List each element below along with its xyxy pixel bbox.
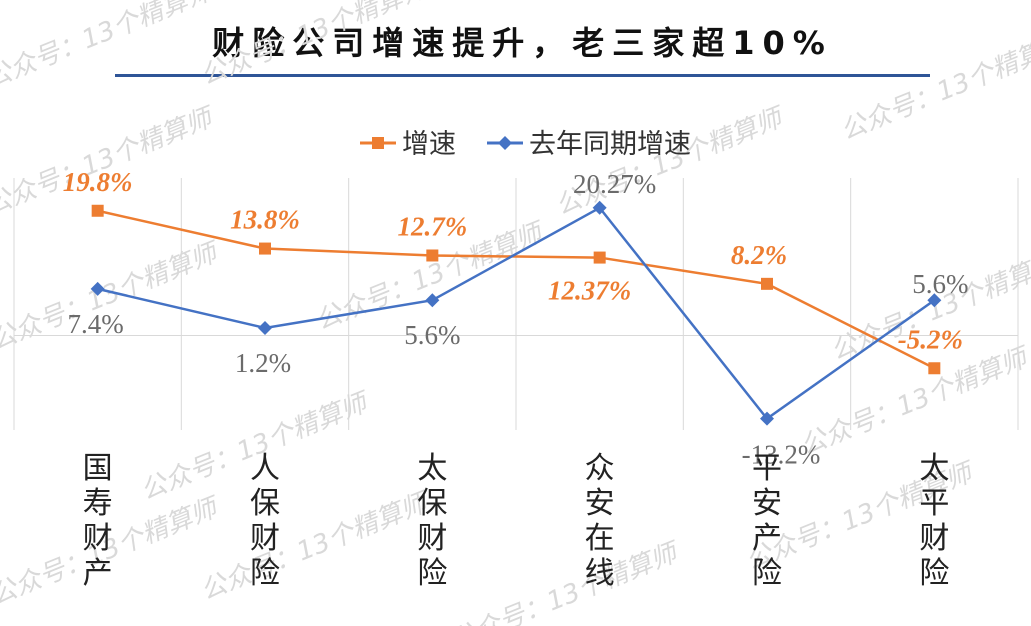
category-label: 太保财险 — [417, 451, 447, 591]
data-point-diamond — [760, 411, 774, 426]
data-point-diamond — [425, 293, 440, 308]
data-label: -5.2% — [898, 324, 963, 354]
data-label: 5.6% — [912, 269, 968, 299]
data-point-diamond — [592, 200, 607, 215]
data-label: 12.7% — [397, 211, 467, 241]
watermark: 公众号：13个精算师 — [196, 487, 434, 607]
watermark: 公众号：13个精算师 — [446, 537, 684, 626]
data-label: 12.37% — [548, 276, 631, 306]
data-label: 8.2% — [731, 240, 787, 270]
watermark: 公众号：13个精算师 — [196, 0, 434, 91]
legend-label-0: 增速 — [402, 129, 456, 160]
data-labels: 19.8% 13.8% 12.7% 12.37% 8.2% -5.2% 7.4% 1.2% 5.… — [63, 167, 969, 470]
data-point-square — [426, 249, 439, 262]
legend-marker-square — [372, 137, 384, 149]
category-label: 人保财险 — [250, 451, 280, 591]
data-point-square — [593, 251, 606, 264]
data-point-square — [91, 204, 104, 217]
watermark: 公众号：13个精算师 — [836, 27, 1031, 147]
series-layer — [90, 200, 942, 426]
watermark: 公众号：13个精算师 — [796, 342, 1031, 462]
data-label: -13.2% — [742, 440, 821, 470]
watermark: 公众号：13个精算师 — [0, 0, 220, 94]
legend-label-1: 去年同期增速 — [529, 129, 691, 160]
data-point-square — [761, 277, 773, 290]
data-point-diamond — [90, 281, 105, 296]
category-label: 太平财险 — [919, 451, 949, 591]
category-axis: 国寿财产 人保财险 太保财险 众安在线 平安产险 太平财险 — [83, 451, 950, 591]
data-point-square — [259, 242, 271, 255]
watermark: 公众号：13个精算师 — [0, 102, 220, 222]
category-label: 众安在线 — [585, 451, 615, 591]
data-point-diamond — [258, 320, 272, 335]
data-point-square — [928, 362, 941, 375]
data-label: 7.4% — [68, 309, 124, 339]
data-label: 19.8% — [63, 167, 133, 197]
data-label: 20.27% — [573, 169, 656, 199]
series-line-1 — [97, 206, 936, 421]
data-label: 1.2% — [235, 348, 291, 378]
title-underline — [115, 74, 930, 77]
data-point-diamond — [927, 293, 942, 308]
watermark: 公众号：13个精算师 — [551, 102, 789, 222]
data-label: 5.6% — [404, 320, 460, 350]
category-label: 国寿财产 — [83, 451, 113, 591]
chart-title: 财险公司增速提升，老三家超10% — [212, 24, 833, 62]
series-line-0 — [97, 209, 935, 370]
data-label: 13.8% — [230, 205, 300, 235]
legend: 增速 去年同期增速 — [360, 129, 691, 160]
grid — [13, 178, 1019, 430]
legend-marker-diamond — [498, 136, 512, 150]
category-label: 平安产险 — [752, 451, 782, 591]
